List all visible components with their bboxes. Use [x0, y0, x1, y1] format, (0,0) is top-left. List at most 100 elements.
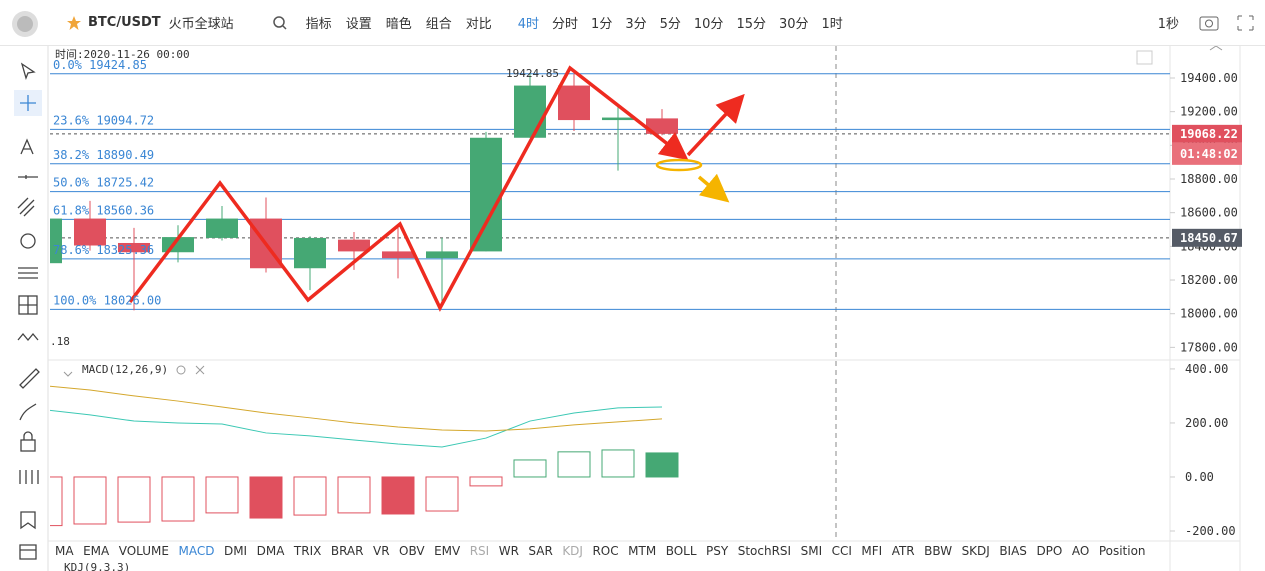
- interval[interactable]: 分时: [552, 17, 579, 32]
- macd-line: [50, 406, 663, 448]
- settings-icon[interactable]: [176, 365, 186, 375]
- refresh[interactable]: 1秒: [1157, 17, 1179, 32]
- interval[interactable]: 1时: [821, 17, 843, 32]
- exchange: 火币全球站: [168, 17, 234, 32]
- indicator-tab[interactable]: AO: [1071, 544, 1090, 558]
- toolbar-button[interactable]: 组合: [425, 17, 452, 32]
- indicator-tab[interactable]: OBV: [399, 544, 425, 558]
- macd-bar: [381, 476, 415, 515]
- high-label: 19424.85: [506, 67, 559, 80]
- price-tag-label: 19068.22: [1180, 127, 1238, 141]
- candle-body: [294, 237, 326, 269]
- fib-label: 78.6% 18325.36: [53, 243, 154, 257]
- indicator-tab[interactable]: StochRSI: [737, 544, 792, 558]
- y-tick-label: 19200.00: [1180, 105, 1238, 119]
- indicator-tab[interactable]: BBW: [924, 544, 953, 558]
- y-tick-label: 19400.00: [1180, 71, 1238, 85]
- y-tick-label: 18200.00: [1180, 273, 1238, 287]
- fib-label: 100.0% 18026.00: [53, 293, 161, 307]
- y-tick-label: 400.00: [1185, 362, 1228, 376]
- chart-area: 17800.0018000.0018200.0018400.0018600.00…: [14, 46, 1242, 571]
- candle-body: [558, 85, 590, 121]
- y-tick-label: 18600.00: [1180, 206, 1238, 220]
- indicator-tabs: MA EMA VOLUME MACD DMI DMA TRIX BRAR VR OBV EMV RSI…: [55, 541, 1146, 561]
- candle-body: [426, 251, 458, 259]
- indicator-tab[interactable]: SKDJ: [961, 544, 990, 558]
- y-tick-label: 17800.00: [1180, 340, 1238, 354]
- symbol[interactable]: BTC/USDT: [88, 15, 161, 30]
- macd-line: [50, 385, 663, 432]
- indicator-tab[interactable]: WR: [498, 544, 519, 558]
- y-tick-label: 200.00: [1185, 416, 1228, 430]
- fib-label: 61.8% 18560.36: [53, 203, 154, 217]
- interval[interactable]: 30分: [778, 17, 809, 32]
- price-tag: [1172, 124, 1242, 143]
- indicator-tab[interactable]: KDJ: [562, 544, 583, 558]
- candle-body: [74, 218, 106, 246]
- indicator-tab[interactable]: MTM: [628, 544, 657, 558]
- fib-label: 38.2% 18890.49: [53, 148, 154, 162]
- logo: [12, 10, 38, 37]
- macd-bar: [557, 451, 591, 478]
- interval[interactable]: 10分: [693, 17, 724, 32]
- indicator-tab[interactable]: EMV: [434, 544, 461, 558]
- indicator-tab[interactable]: DMA: [256, 544, 285, 558]
- macd-title: MACD(12,26,9): [82, 363, 168, 376]
- indicator-tab[interactable]: VOLUME: [118, 544, 169, 558]
- macd-bar: [205, 476, 239, 514]
- interval[interactable]: 4时: [517, 17, 540, 32]
- indicator-tab[interactable]: MA: [55, 544, 74, 558]
- kdj-label: KDJ(9,3,3): [64, 561, 131, 571]
- indicator-tab[interactable]: PSY: [706, 544, 729, 558]
- candle-body: [602, 117, 634, 121]
- indicator-tab[interactable]: ROC: [592, 544, 619, 558]
- indicator-tab[interactable]: DMI: [223, 544, 248, 558]
- candle-body: [206, 218, 238, 238]
- annotation-arrows: [128, 65, 745, 312]
- macd-bar: [249, 476, 283, 519]
- countdown-tag: [1172, 142, 1242, 165]
- indicator-tab[interactable]: SMI: [800, 544, 823, 558]
- toolbar-button[interactable]: 设置: [345, 17, 372, 32]
- indicator-tab[interactable]: DPO: [1036, 544, 1063, 558]
- candle-body: [50, 218, 62, 264]
- indicator-tab[interactable]: ATR: [891, 544, 915, 558]
- macd-bar: [161, 476, 195, 522]
- toolbar-button[interactable]: 对比: [465, 17, 492, 32]
- countdown: 01:48:02: [1180, 147, 1238, 161]
- left-toolbar: [14, 46, 49, 571]
- interval[interactable]: 3分: [625, 17, 647, 32]
- search[interactable]: [272, 15, 288, 31]
- macd-bar: [469, 476, 503, 487]
- edge-label: .18: [50, 335, 70, 348]
- indicator-tab[interactable]: Position: [1098, 544, 1146, 558]
- indicator-tab[interactable]: BOLL: [665, 544, 697, 558]
- indicator-tab[interactable]: MACD: [178, 544, 215, 558]
- interval[interactable]: 15分: [736, 17, 766, 32]
- indicator-tab[interactable]: EMA: [83, 544, 110, 558]
- star[interactable]: [66, 15, 82, 31]
- macd-bar: [73, 476, 107, 525]
- indicator-tab[interactable]: VR: [372, 544, 390, 558]
- candle-body: [338, 239, 370, 252]
- candle-body: [382, 251, 414, 259]
- y-tick-label: 18800.00: [1180, 172, 1238, 186]
- indicator-tab[interactable]: CCI: [831, 544, 852, 558]
- candle-body: [646, 118, 678, 134]
- time-label: 时间:2020-11-26 00:00: [55, 48, 190, 61]
- macd-bar: [337, 476, 371, 514]
- indicator-tab[interactable]: MFI: [861, 544, 883, 558]
- toolbar-button[interactable]: 暗色: [385, 17, 412, 32]
- toolbar-button[interactable]: 指标: [305, 17, 332, 32]
- indicator-tab[interactable]: TRIX: [293, 544, 322, 558]
- indicator-tab[interactable]: SAR: [528, 544, 553, 558]
- macd-bar: [50, 476, 63, 527]
- indicator-tab[interactable]: RSI: [469, 544, 490, 558]
- panel-icons[interactable]: [63, 365, 205, 377]
- interval[interactable]: 5分: [659, 17, 681, 32]
- indicator-tab[interactable]: BIAS: [999, 544, 1027, 558]
- indicator-tab[interactable]: BRAR: [330, 544, 364, 558]
- fib-label: 50.0% 18725.42: [53, 176, 154, 190]
- interval[interactable]: 1分: [591, 17, 613, 32]
